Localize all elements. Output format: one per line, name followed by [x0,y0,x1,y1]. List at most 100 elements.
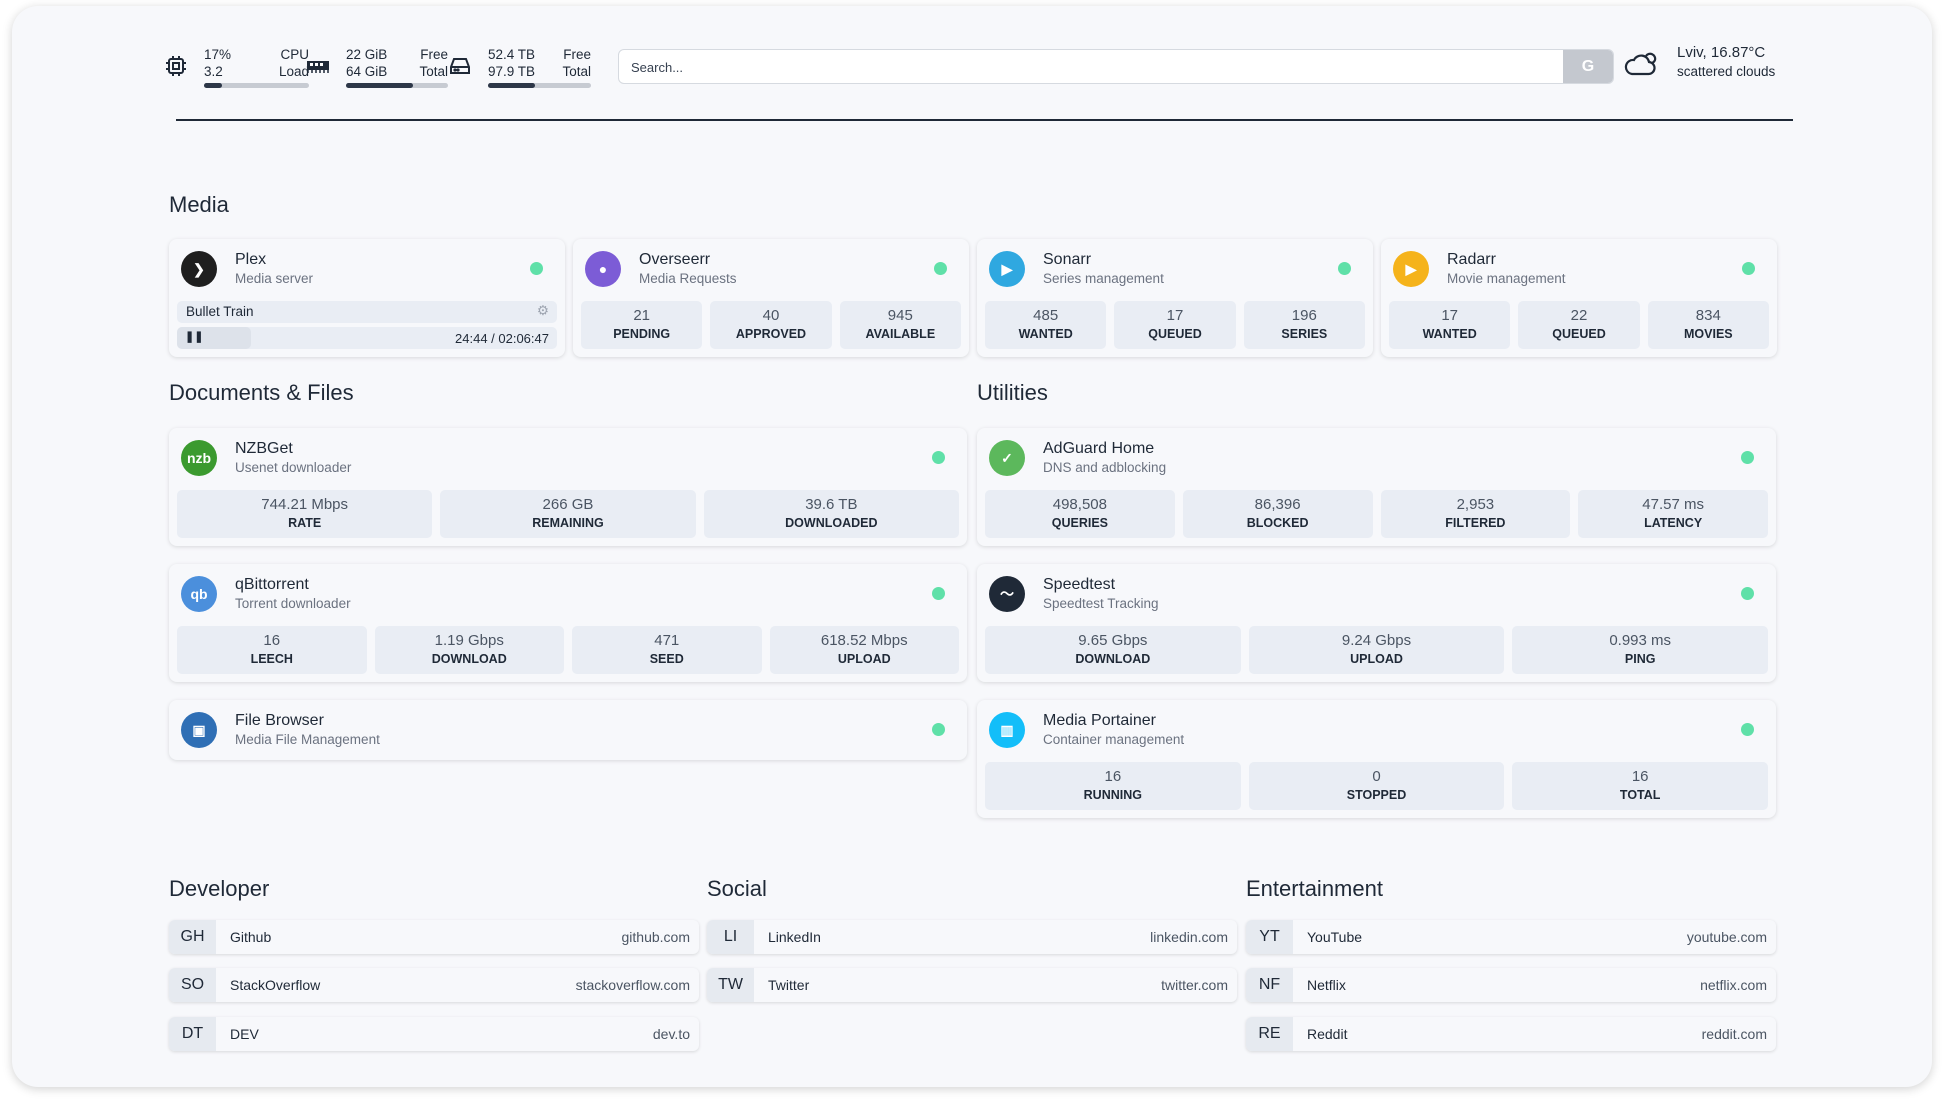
status-indicator [1741,451,1754,464]
service-description: Usenet downloader [235,460,352,475]
service-name[interactable]: NZBGet [235,440,293,457]
memory-total: 64 GiB [346,64,388,79]
filebrowser-icon: ▣ [181,712,217,748]
stat-label: UPLOAD [837,652,891,666]
stats-row: 17 WANTED 22 QUEUED 834 MOVIES [1389,301,1769,349]
speedtest-icon: 〜 [989,576,1025,612]
service-card-nzbget[interactable]: nzb NZBGet Usenet downloader 744.21 Mbps… [169,428,967,546]
stat-block: 196 SERIES [1243,301,1365,349]
service-card-qbittorrent[interactable]: qb qBittorrent Torrent downloader 16 LEEC… [169,564,967,682]
stat-value: 86,396 [1254,496,1301,513]
bookmark-abbr: LI [707,920,754,954]
stat-block: 22 QUEUED [1518,301,1640,349]
stat-label: APPROVED [735,327,807,341]
bookmark-abbr: TW [707,968,754,1002]
stat-label: DOWNLOAD [1075,652,1151,666]
service-description: Movie management [1447,271,1566,286]
bookmark-netflix[interactable]: NF Netflix netflix.com [1246,968,1776,1002]
overseerr-icon: ● [585,251,621,287]
stat-label: FILTERED [1445,516,1506,530]
bookmark-url: dev.to [652,1026,690,1042]
free-label: Free [563,47,591,62]
stat-value: 0.993 ms [1609,632,1672,649]
service-name[interactable]: Overseerr [639,251,711,268]
stat-value: 40 [762,307,780,324]
nzbget-icon: nzb [181,440,217,476]
service-card-speedtest[interactable]: 〜 Speedtest Speedtest Tracking 9.65 Gbps… [977,564,1776,682]
bookmark-abbr: NF [1246,968,1293,1002]
bookmark-youtube[interactable]: YT YouTube youtube.com [1246,920,1776,954]
service-card-filebrowser[interactable]: ▣ File Browser Media File Management [169,700,967,760]
stat-value: 39.6 TB [805,496,858,513]
disk-bar [488,83,591,88]
bookmark-abbr: DT [169,1017,216,1051]
stat-block: 1.19 Gbps DOWNLOAD [374,626,564,674]
bookmark-abbr: YT [1246,920,1293,954]
weather-condition: scattered clouds [1677,64,1776,79]
cpu-bar [204,83,309,88]
bookmark-reddit[interactable]: RE Reddit reddit.com [1246,1017,1776,1051]
service-card-sonarr[interactable]: ▶ Sonarr Series management 485 WANTED 17 QU… [977,239,1373,357]
cpu-bar-fill [204,83,222,88]
stat-value: 2,953 [1456,496,1495,513]
bookmark-stackoverflow[interactable]: SO StackOverflow stackoverflow.com [169,968,699,1002]
pause-icon[interactable]: ❚❚ [185,331,204,343]
stats-row: 21 PENDING 40 APPROVED 945 AVAILABLE [581,301,961,349]
status-indicator [1741,587,1754,600]
stat-value: 744.21 Mbps [261,496,349,513]
bookmark-twitter[interactable]: TW Twitter twitter.com [707,968,1237,1002]
stat-block: 40 APPROVED [710,301,832,349]
memory-bar [346,83,448,88]
service-name[interactable]: Radarr [1447,251,1496,268]
bookmark-name: LinkedIn [768,929,821,945]
section-entertainment: Entertainment [1246,876,1383,901]
service-card-radarr[interactable]: ▶ Radarr Movie management 17 WANTED 22 QUEU… [1381,239,1777,357]
bookmark-url: twitter.com [1161,977,1228,993]
stat-block: 39.6 TB DOWNLOADED [703,490,959,538]
radarr-icon: ▶ [1393,251,1429,287]
playback-progress[interactable]: ❚❚ 24:44 / 02:06:47 [177,327,557,349]
section-utilities: Utilities [977,380,1048,405]
bookmark-name: Reddit [1307,1026,1348,1042]
status-indicator [1741,723,1754,736]
status-indicator [1338,262,1351,275]
service-name[interactable]: Speedtest [1043,576,1116,593]
cpu-label: CPU [280,47,309,62]
service-description: Media server [235,271,314,286]
service-card-portainer[interactable]: ▥ Media Portainer Container management 1… [977,700,1776,818]
service-description: Media File Management [235,732,380,747]
stat-block: 9.24 Gbps UPLOAD [1248,626,1505,674]
search-provider-button[interactable]: G [1563,50,1613,83]
service-name[interactable]: Plex [235,251,267,268]
stat-label: WANTED [1018,327,1073,341]
bookmark-github[interactable]: GH Github github.com [169,920,699,954]
service-name[interactable]: Media Portainer [1043,712,1156,729]
search-input[interactable]: Search... G [618,49,1614,84]
dashboard-frame: 17% 3.2 CPU Load 22 GiB 64 GiB Free Total 52… [12,6,1932,1087]
stat-label: QUEUED [1148,327,1202,341]
stat-block: 471 SEED [572,626,762,674]
bookmark-dev[interactable]: DT DEV dev.to [169,1017,699,1051]
header-divider [176,119,1793,121]
service-name[interactable]: qBittorrent [235,576,309,593]
service-name[interactable]: Sonarr [1043,251,1092,268]
service-card-adguard[interactable]: ✓ AdGuard Home DNS and adblocking 498,50… [977,428,1776,546]
stat-block: 17 WANTED [1389,301,1511,349]
search-placeholder: Search... [631,60,684,75]
service-card-plex[interactable]: ❯ Plex Media server Bullet Train ⚙ ❚❚ 24:… [169,239,565,357]
stat-label: AVAILABLE [865,327,936,341]
bookmark-linkedin[interactable]: LI LinkedIn linkedin.com [707,920,1237,954]
bookmark-name: YouTube [1307,929,1363,945]
service-name[interactable]: File Browser [235,712,324,729]
cloud-icon [1624,52,1657,76]
service-name[interactable]: AdGuard Home [1043,440,1155,457]
bookmark-name: Twitter [768,977,810,993]
stat-value: 834 [1695,307,1721,324]
status-indicator [934,262,947,275]
service-card-overseerr[interactable]: ● Overseerr Media Requests 21 PENDING 40 AP… [573,239,969,357]
stat-value: 21 [633,307,650,324]
memory-icon [307,61,329,73]
memory-bar-fill [346,83,414,88]
service-description: Media Requests [639,271,737,286]
stat-block: 945 AVAILABLE [839,301,961,349]
